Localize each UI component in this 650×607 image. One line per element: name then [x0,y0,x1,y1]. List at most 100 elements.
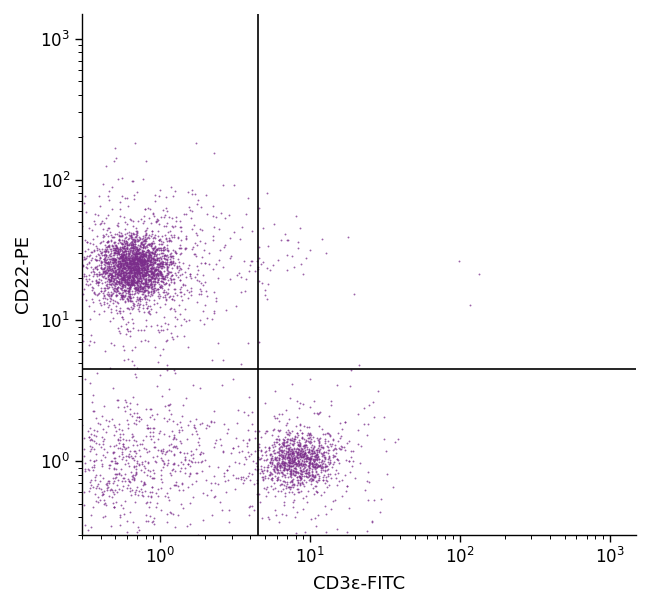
Point [164,233,174,243]
Point [143,270,153,279]
Point [326,439,337,449]
Point [176,275,186,285]
Point [166,509,176,518]
Point [140,280,150,290]
Point [114,266,125,276]
Point [164,212,174,222]
Point [120,286,130,296]
Point [155,302,165,311]
Point [209,222,219,232]
Point [311,446,322,455]
Point [139,263,150,273]
Point [282,265,293,275]
Point [81,279,91,288]
Point [88,234,99,244]
Point [156,447,166,456]
Point [236,472,246,482]
Point [124,263,135,273]
Point [322,428,332,438]
Point [160,251,170,260]
Point [125,240,136,249]
Point [168,434,179,444]
Point [108,487,118,497]
Point [90,489,100,498]
Point [294,475,305,485]
Point [127,262,138,272]
Point [148,283,158,293]
Point [332,444,342,454]
Point [135,240,146,249]
Point [107,270,117,279]
Point [153,269,164,279]
Point [147,261,157,271]
Point [306,476,317,486]
Point [118,258,128,268]
Point [109,447,119,457]
Point [138,278,148,288]
Point [136,251,146,261]
Point [135,268,145,277]
Point [116,251,126,261]
Point [81,274,92,283]
Point [112,253,123,262]
Point [133,275,144,285]
Point [107,415,118,424]
Point [202,286,212,296]
Point [115,520,125,530]
Point [73,496,83,506]
Point [106,290,116,300]
Point [154,429,164,438]
Point [94,470,105,480]
Point [118,256,128,266]
Point [136,276,146,285]
Point [296,456,307,466]
Point [116,263,127,273]
Point [164,279,175,289]
Point [298,450,308,459]
Point [86,331,97,341]
Point [114,257,125,266]
Point [379,412,389,422]
Point [188,381,198,390]
Point [294,471,304,481]
Point [320,465,330,475]
Point [117,281,127,291]
Point [130,497,140,507]
Point [302,444,312,453]
Point [125,266,136,276]
Point [118,250,128,260]
Point [130,235,140,245]
Point [140,294,151,304]
Point [135,268,145,277]
Point [137,269,148,279]
Point [234,458,244,467]
Point [270,453,281,463]
Point [125,291,135,301]
Point [273,459,283,469]
Point [111,485,121,495]
Point [126,271,136,281]
Point [254,426,265,436]
Point [104,290,114,299]
Point [124,257,134,267]
Point [171,248,181,258]
Point [124,272,134,282]
Point [118,243,128,253]
Point [122,255,132,265]
Point [148,272,158,282]
Point [116,274,127,283]
Point [140,270,150,279]
Point [218,447,228,457]
Point [149,285,159,295]
Point [117,291,127,300]
Point [144,254,154,264]
Point [140,510,151,520]
Point [112,259,123,268]
Point [116,259,127,268]
Point [167,294,177,304]
Point [289,453,299,463]
Point [109,263,119,273]
Point [269,465,280,475]
Point [114,252,125,262]
Point [274,517,284,527]
